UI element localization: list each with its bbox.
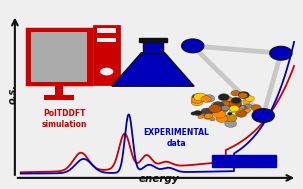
Circle shape [241,109,249,114]
Circle shape [246,104,252,108]
Text: EXPERIMENTAL
data: EXPERIMENTAL data [144,128,209,148]
Circle shape [231,97,241,104]
Circle shape [214,110,226,118]
FancyBboxPatch shape [212,155,276,167]
Circle shape [205,113,213,119]
FancyBboxPatch shape [27,29,91,84]
Circle shape [194,94,205,100]
Circle shape [225,114,237,122]
Circle shape [201,108,213,116]
Circle shape [201,113,205,115]
Circle shape [228,112,232,115]
Circle shape [99,67,114,76]
Circle shape [252,109,275,122]
Circle shape [238,105,245,110]
FancyBboxPatch shape [44,95,74,100]
FancyBboxPatch shape [31,32,87,82]
Text: PolTDDFT
simulation: PolTDDFT simulation [42,109,88,129]
Circle shape [191,98,203,106]
Circle shape [191,96,203,103]
Circle shape [216,115,228,122]
Circle shape [220,102,224,105]
Circle shape [181,39,204,53]
Circle shape [220,95,227,99]
Circle shape [201,96,211,102]
Circle shape [194,93,206,101]
Text: energy: energy [138,174,179,184]
Circle shape [239,108,242,110]
Circle shape [198,115,203,119]
Circle shape [231,98,241,105]
Circle shape [229,108,237,113]
Circle shape [238,93,248,98]
Circle shape [229,105,239,112]
FancyBboxPatch shape [94,26,119,84]
Circle shape [221,105,229,111]
Circle shape [192,94,203,101]
Circle shape [231,108,236,110]
Circle shape [201,94,207,98]
Circle shape [225,97,233,101]
Circle shape [220,101,230,107]
Circle shape [243,99,250,104]
Circle shape [251,105,261,111]
FancyBboxPatch shape [139,38,167,42]
FancyBboxPatch shape [97,38,116,42]
Circle shape [231,90,240,96]
Circle shape [193,95,201,100]
Circle shape [203,95,215,102]
Polygon shape [112,53,194,86]
Circle shape [254,109,259,113]
Text: o.s.: o.s. [8,84,18,104]
Circle shape [225,101,234,106]
Circle shape [209,105,221,113]
Circle shape [228,101,241,108]
FancyBboxPatch shape [97,29,116,33]
Circle shape [245,96,254,101]
Circle shape [232,102,241,108]
Circle shape [235,110,247,117]
Circle shape [226,105,230,107]
Circle shape [225,120,237,127]
Circle shape [218,103,227,109]
Circle shape [218,94,229,101]
Circle shape [204,114,212,119]
Circle shape [210,117,215,121]
Circle shape [220,108,228,112]
Circle shape [191,112,196,115]
FancyBboxPatch shape [143,42,163,53]
Circle shape [229,98,233,100]
Circle shape [236,102,241,105]
Circle shape [211,102,223,109]
Circle shape [238,92,249,98]
Circle shape [218,109,222,111]
Circle shape [213,102,224,109]
Circle shape [194,111,202,116]
Circle shape [231,98,239,103]
Circle shape [270,46,292,60]
Circle shape [245,108,251,112]
FancyBboxPatch shape [55,84,63,95]
Circle shape [241,105,248,109]
